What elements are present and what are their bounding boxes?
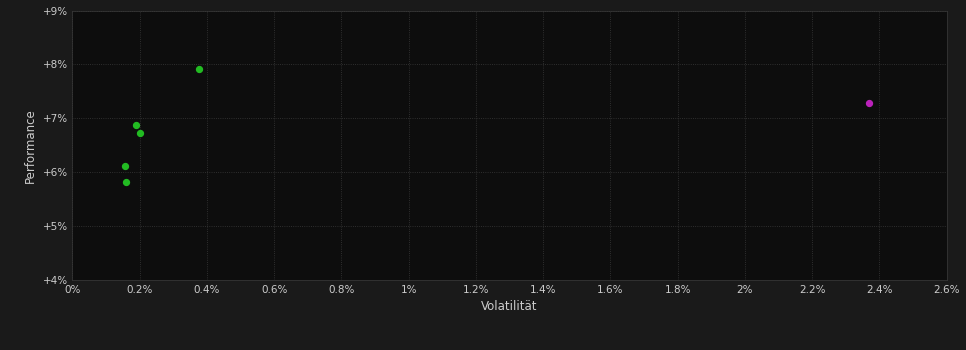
Y-axis label: Performance: Performance xyxy=(24,108,37,183)
Point xyxy=(128,122,144,127)
Point xyxy=(191,66,207,71)
Point xyxy=(132,131,148,136)
Point xyxy=(117,163,132,169)
Point xyxy=(118,179,133,185)
Point xyxy=(862,100,877,106)
X-axis label: Volatilität: Volatilität xyxy=(481,300,538,313)
